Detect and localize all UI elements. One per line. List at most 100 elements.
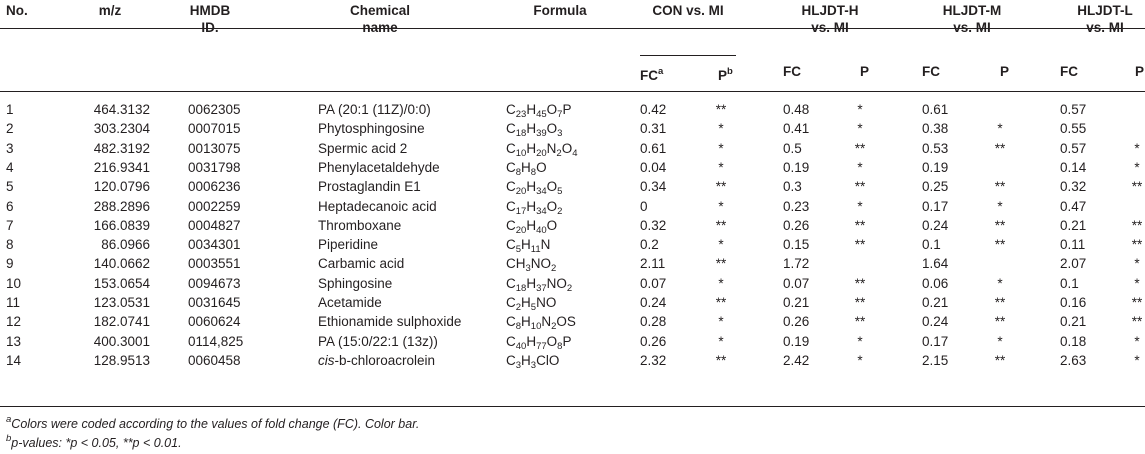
cell-fc: 0.26: [783, 217, 810, 233]
cell-fc: 0.16: [1060, 295, 1087, 310]
cell-fc: 0.47: [1060, 198, 1087, 214]
cell-fc: 0.19: [783, 333, 810, 349]
cell-formula: C20H40O: [506, 217, 558, 236]
cell-p: *: [857, 121, 863, 137]
cell-p: **: [715, 217, 727, 233]
cell-chemical-name: Sphingosine: [318, 275, 393, 291]
header-chemical: Chemical: [349, 3, 411, 18]
header-group-h: HLJDT-H: [801, 3, 859, 18]
cell-fc: 1.72: [783, 256, 810, 272]
cell-p: **: [1131, 217, 1143, 233]
cell-p: *: [718, 314, 724, 330]
cell-id: 0002259: [188, 198, 241, 214]
cell-fc: 0.14: [1060, 159, 1087, 175]
cell-fc: 0.21: [1060, 314, 1087, 330]
cell-fc: 0.55: [1060, 121, 1087, 137]
cell-formula: C40H77O8P: [506, 333, 572, 352]
cell-p: **: [854, 217, 866, 233]
cell-p: **: [715, 179, 727, 195]
cell-fc: 2.15: [922, 352, 949, 368]
cell-chemical-name: cis-b-chloroacrolein: [318, 352, 436, 368]
cell-fc: 0.42: [640, 102, 667, 117]
cell-fc: 0.5: [783, 140, 802, 156]
cell-p: **: [994, 314, 1006, 330]
cell-p: **: [854, 295, 866, 310]
subheader-p-m: P: [1000, 64, 1010, 79]
cell-fc: 0.21: [1060, 217, 1087, 233]
cell-fc: 0.18: [1060, 333, 1087, 349]
cell-fc: 0.2: [640, 237, 659, 253]
header-group-h-vs: vs. MI: [811, 20, 849, 35]
cell-fc: 0.21: [783, 295, 810, 310]
cell-fc: 0.17: [922, 333, 949, 349]
cell-chemical-name: Prostaglandin E1: [318, 179, 421, 195]
subheader-fc-h: FC: [783, 64, 801, 79]
cell-formula: C23H45O7P: [506, 102, 572, 120]
cell-fc: 0.19: [922, 159, 949, 175]
cell-p: *: [718, 198, 724, 214]
cell-fc: 0.26: [640, 333, 667, 349]
cell-p: *: [718, 159, 724, 175]
cell-fc: 0.23: [783, 198, 810, 214]
cell-p: *: [1134, 140, 1140, 156]
cell-mz: 166.0839: [93, 217, 150, 233]
cell-fc: 2.11: [640, 256, 666, 272]
cell-p: **: [1131, 295, 1143, 310]
cell-p: **: [1131, 314, 1143, 330]
cell-formula: C17H34O2: [506, 198, 563, 217]
footnote-b: bp-values: *p < 0.05, **p < 0.01.: [6, 433, 182, 450]
cell-id: 0060458: [188, 352, 241, 368]
subheader-p-con: Pb: [718, 66, 733, 83]
cell-fc: 0.24: [922, 314, 949, 330]
cell-no: 4: [6, 159, 14, 175]
cell-formula: C10H20N2O4: [506, 140, 578, 159]
cell-fc: 0.38: [922, 121, 949, 137]
cell-fc: 0.24: [640, 295, 667, 310]
cell-fc: 0.53: [922, 140, 949, 156]
header-group-l-vs: vs. MI: [1086, 20, 1124, 35]
cell-chemical-name: Thromboxane: [318, 217, 402, 233]
cell-p: *: [718, 140, 724, 156]
cell-mz: 482.3192: [93, 140, 150, 156]
cell-p: **: [854, 140, 866, 156]
header-hmdb: HMDB: [189, 3, 231, 18]
cell-p: *: [718, 237, 724, 253]
cell-p: *: [1134, 256, 1140, 272]
cell-chemical-name: Ethionamide sulphoxide: [318, 314, 462, 330]
cell-formula: C2H5NO: [506, 295, 557, 313]
cell-id: 0007015: [188, 121, 241, 137]
cell-fc: 0.04: [640, 159, 667, 175]
cell-id: 0060624: [188, 314, 241, 330]
cell-id: 0034301: [188, 237, 241, 253]
cell-p: *: [718, 333, 724, 349]
header-group-con: CON vs. MI: [652, 3, 724, 18]
cell-fc: 0.48: [783, 102, 810, 117]
cell-no: 6: [6, 198, 14, 214]
cell-p: **: [854, 314, 866, 330]
cell-p: *: [857, 198, 863, 214]
cell-fc: 0.61: [640, 140, 667, 156]
cell-chemical-name: PA (15:0/22:1 (13z)): [318, 333, 438, 349]
cell-fc: 0.31: [640, 121, 667, 137]
subheader-fc-con: FCa: [640, 66, 664, 83]
cell-no: 9: [6, 256, 14, 272]
cell-id: 0094673: [188, 275, 241, 291]
cell-p: **: [994, 217, 1006, 233]
cell-fc: 0.41: [783, 121, 810, 137]
cell-formula: C8H8O: [506, 159, 547, 178]
cell-no: 3: [6, 140, 14, 156]
cell-mz: 120.0796: [93, 179, 150, 195]
cell-p: *: [718, 121, 724, 137]
con-group-underline: [640, 55, 736, 56]
cell-chemical-name: Phenylacetaldehyde: [318, 159, 440, 175]
cell-p: *: [997, 275, 1003, 291]
cell-p: *: [997, 333, 1003, 349]
cell-fc: 2.63: [1060, 352, 1087, 368]
cell-no: 7: [6, 217, 14, 233]
cell-fc: 0.24: [922, 217, 949, 233]
cell-fc: 0.1: [1060, 275, 1079, 291]
header-hmdb-id: ID.: [201, 20, 219, 35]
cell-p: *: [857, 352, 863, 368]
cell-mz: 123.0531: [93, 295, 150, 310]
